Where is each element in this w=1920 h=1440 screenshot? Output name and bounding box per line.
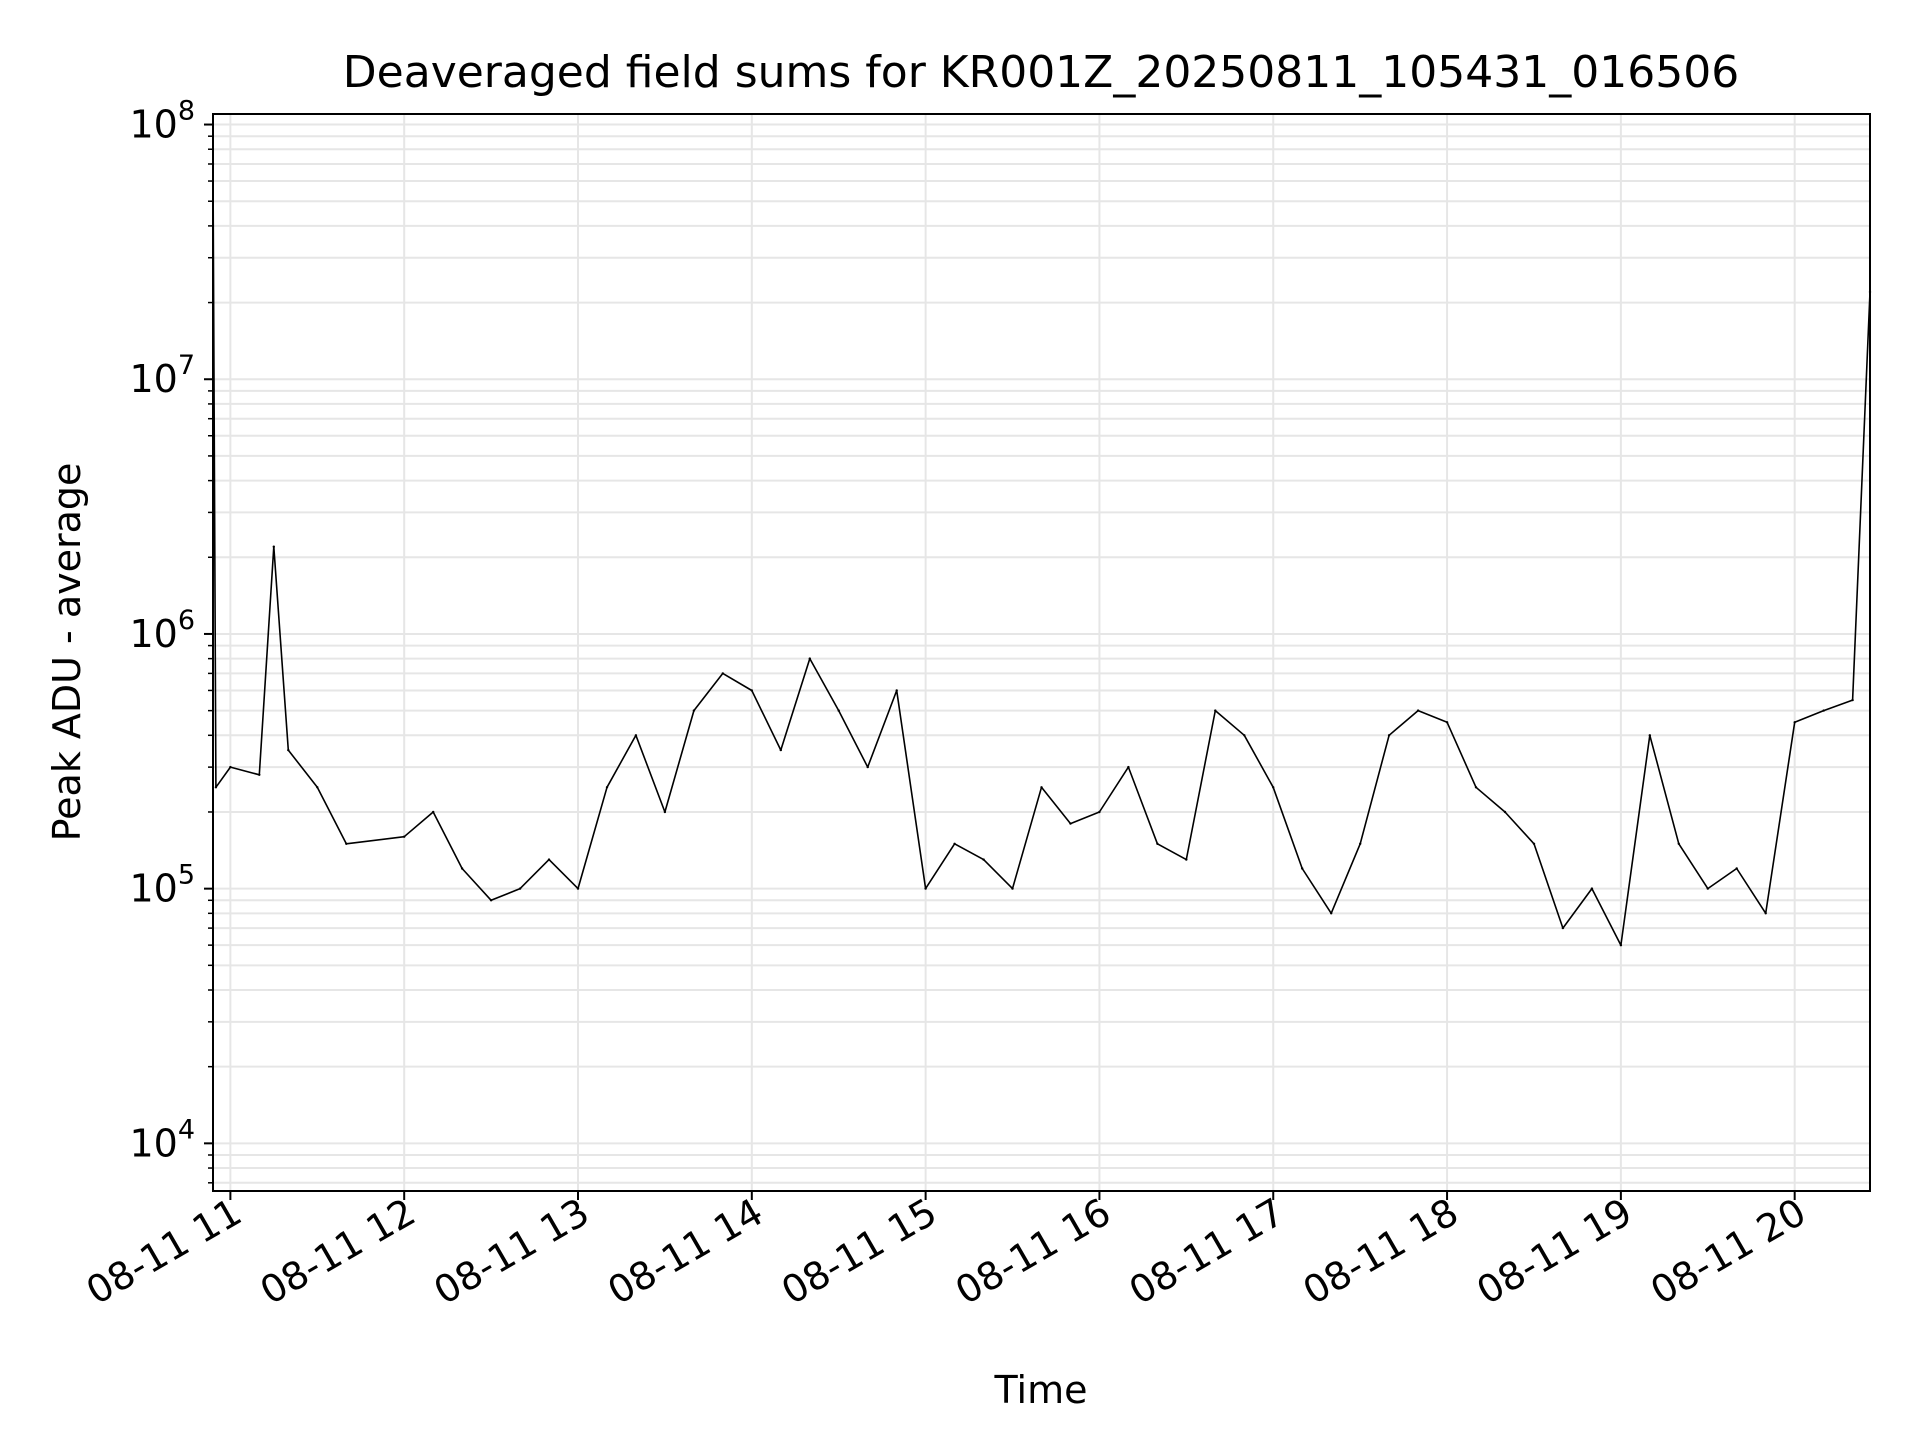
y-tick-base: 10 bbox=[129, 612, 177, 656]
data-point bbox=[750, 689, 753, 692]
data-point bbox=[432, 810, 435, 814]
data-point bbox=[1764, 912, 1767, 915]
data-point bbox=[1793, 721, 1796, 724]
data-point bbox=[1069, 822, 1072, 825]
data-point bbox=[1619, 944, 1623, 947]
data-point bbox=[1706, 887, 1710, 890]
x-axis-label: Time bbox=[994, 1368, 1088, 1412]
data-point bbox=[837, 709, 840, 712]
y-axis-label: Peak ADU - average bbox=[45, 463, 89, 842]
data-point bbox=[1387, 734, 1391, 737]
y-tick-exponent: 7 bbox=[178, 350, 195, 381]
y-tick-label: 107 bbox=[129, 350, 195, 401]
data-point bbox=[1445, 721, 1449, 724]
data-point bbox=[272, 545, 275, 548]
data-point bbox=[403, 835, 406, 838]
data-point bbox=[663, 810, 667, 814]
data-point bbox=[953, 842, 956, 845]
data-point bbox=[1127, 765, 1130, 769]
y-tick-base: 10 bbox=[129, 103, 177, 147]
data-point bbox=[287, 748, 290, 752]
data-point bbox=[547, 858, 551, 861]
data-point bbox=[214, 786, 218, 789]
data-point bbox=[1851, 698, 1854, 702]
y-tick-base: 10 bbox=[129, 357, 177, 401]
y-tick-label: 105 bbox=[129, 860, 195, 911]
data-point bbox=[1156, 842, 1159, 845]
data-point bbox=[1532, 842, 1536, 845]
y-tick-exponent: 4 bbox=[178, 1114, 195, 1145]
plot-frame bbox=[212, 113, 1871, 1192]
data-point bbox=[576, 887, 580, 890]
data-point bbox=[1561, 926, 1565, 930]
data-point bbox=[1822, 709, 1825, 712]
data-point bbox=[895, 689, 898, 692]
data-point bbox=[1243, 734, 1246, 737]
grid bbox=[213, 114, 1870, 1191]
y-tick-label: 108 bbox=[129, 96, 195, 147]
data-point bbox=[1735, 867, 1738, 870]
series-path bbox=[212, 163, 1871, 946]
data-point bbox=[1301, 867, 1304, 870]
data-point bbox=[1272, 786, 1275, 789]
data-point bbox=[605, 786, 609, 789]
data-point bbox=[1648, 734, 1652, 737]
data-point bbox=[1214, 709, 1217, 712]
data-point bbox=[924, 887, 927, 890]
data-point bbox=[866, 765, 869, 769]
y-tick-base: 10 bbox=[129, 867, 177, 911]
data-point bbox=[1330, 912, 1333, 915]
data-point bbox=[229, 765, 232, 769]
series-line bbox=[211, 162, 1872, 947]
data-point bbox=[1474, 786, 1478, 789]
data-point bbox=[1011, 887, 1014, 890]
data-point bbox=[1040, 786, 1043, 789]
data-point bbox=[808, 657, 811, 660]
chart-title: Deaveraged field sums for KR001Z_2025081… bbox=[343, 47, 1739, 98]
data-point bbox=[345, 842, 348, 845]
data-point bbox=[779, 748, 782, 752]
data-point bbox=[258, 773, 261, 776]
data-point bbox=[721, 672, 724, 675]
data-point bbox=[1416, 709, 1420, 712]
data-point bbox=[692, 709, 696, 712]
data-point bbox=[1098, 810, 1101, 814]
y-tick-exponent: 8 bbox=[178, 96, 195, 127]
data-point bbox=[982, 858, 985, 861]
y-tick-exponent: 6 bbox=[178, 605, 195, 636]
data-point bbox=[518, 887, 522, 890]
data-point bbox=[1185, 858, 1188, 861]
data-point bbox=[489, 899, 493, 902]
y-tick-exponent: 5 bbox=[178, 860, 195, 891]
data-point bbox=[1677, 842, 1681, 845]
y-tick-label: 104 bbox=[129, 1114, 195, 1165]
data-point bbox=[460, 867, 464, 870]
y-tick-base: 10 bbox=[129, 1121, 177, 1165]
y-tick-label: 106 bbox=[129, 605, 195, 656]
data-point bbox=[1359, 842, 1362, 845]
data-point bbox=[634, 734, 638, 737]
data-point bbox=[1503, 810, 1507, 814]
data-point bbox=[316, 786, 319, 789]
data-point bbox=[1590, 887, 1594, 890]
